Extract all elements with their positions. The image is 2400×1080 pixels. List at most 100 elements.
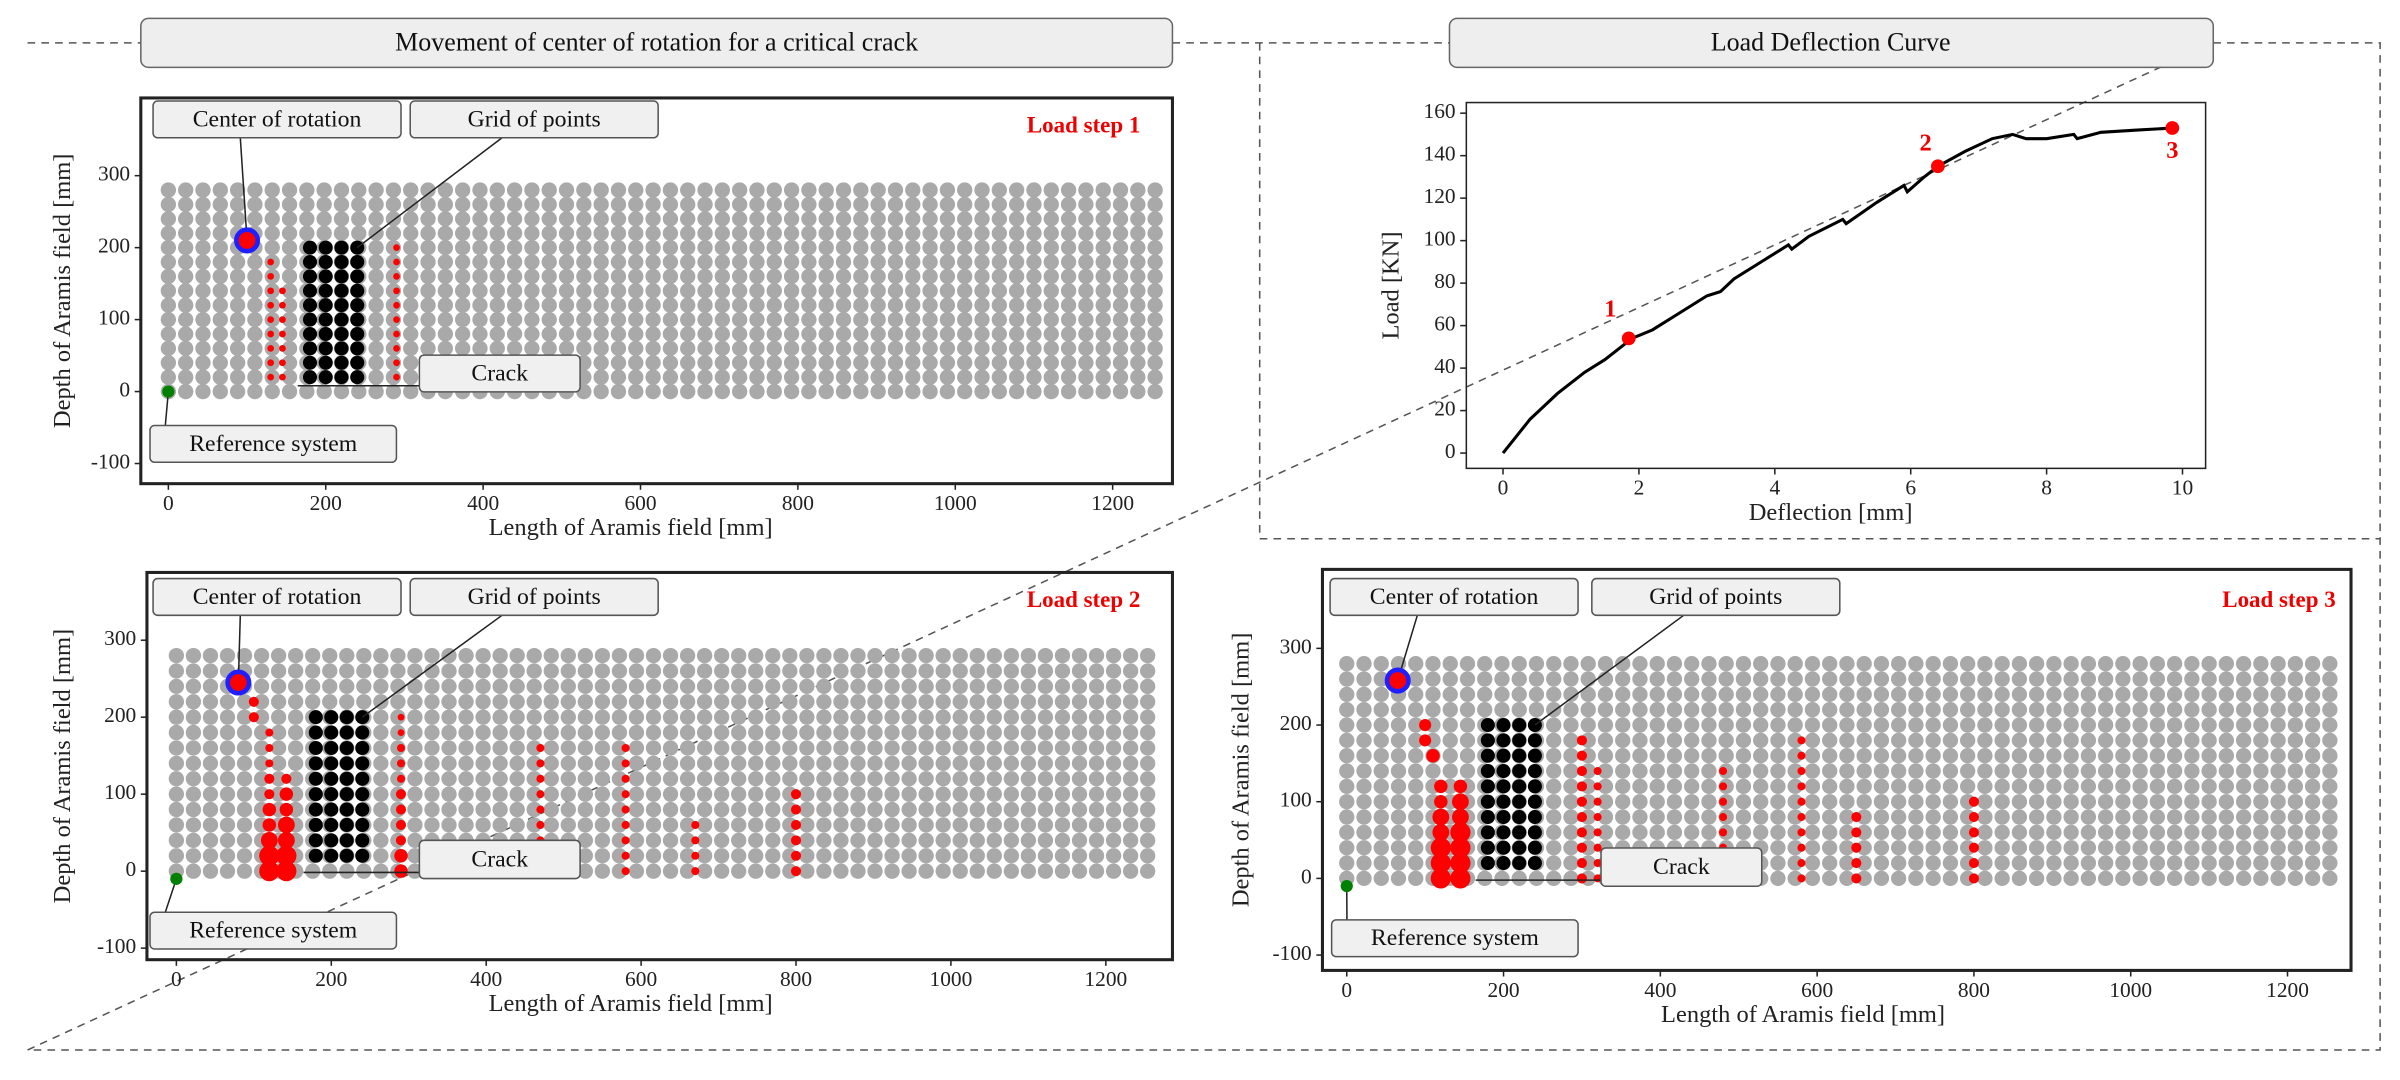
field-point	[2132, 855, 2148, 871]
y-tick-label: -100	[1272, 941, 1311, 965]
field-point	[2149, 855, 2166, 871]
crack-point	[621, 805, 630, 814]
field-point	[1054, 848, 1071, 864]
grid-point	[324, 740, 339, 756]
y-tick-label: 0	[126, 857, 137, 881]
field-point	[541, 326, 557, 342]
field-point	[2028, 702, 2045, 718]
field-point	[1701, 748, 1717, 764]
annotation-box	[1329, 577, 1579, 617]
field-point	[1373, 656, 1389, 672]
field-point	[1339, 717, 1355, 733]
field-point	[560, 678, 576, 695]
field-point	[610, 211, 627, 227]
field-point	[1580, 671, 1596, 687]
field-point	[2166, 717, 2183, 733]
field-point	[918, 786, 934, 802]
field-point	[816, 678, 832, 695]
field-point	[662, 196, 679, 213]
field-point	[1043, 182, 1059, 198]
field-point	[202, 755, 219, 772]
crack-point	[691, 820, 700, 830]
field-point	[645, 801, 662, 818]
field-point	[420, 225, 436, 241]
field-point	[2063, 870, 2079, 887]
field-point	[1442, 778, 1458, 795]
crack-point	[1452, 808, 1469, 826]
field-point	[1528, 671, 1545, 687]
field-point	[1140, 832, 1156, 849]
field-point	[212, 211, 228, 227]
y-tick-label: 200	[98, 234, 130, 258]
field-point	[420, 340, 436, 357]
field-point	[645, 283, 661, 299]
field-point	[1026, 355, 1042, 371]
field-point	[236, 724, 253, 741]
field-point	[679, 740, 696, 756]
crack-point	[267, 330, 275, 338]
field-point	[1003, 801, 1019, 818]
field-point	[2253, 794, 2269, 810]
field-point	[1856, 855, 1872, 871]
field-point	[407, 786, 423, 802]
load-step-point	[2165, 121, 2180, 135]
field-point	[1459, 656, 1476, 672]
field-point	[1003, 647, 1019, 664]
field-point	[281, 268, 298, 285]
field-point	[1684, 732, 1700, 749]
field-point	[850, 832, 866, 849]
field-point	[593, 369, 609, 385]
field-point	[420, 239, 436, 256]
field-point	[424, 709, 440, 725]
field-point	[1856, 656, 1872, 672]
crack-point	[1797, 859, 1806, 868]
field-point	[1043, 283, 1059, 299]
y-tick-label: 0	[1445, 439, 1456, 463]
field-point	[628, 863, 645, 879]
field-point	[2235, 748, 2252, 764]
field-point	[373, 848, 389, 864]
field-point	[611, 755, 628, 772]
field-point	[236, 771, 253, 787]
field-point	[901, 694, 917, 710]
field-point	[801, 340, 817, 357]
crack-point	[790, 850, 802, 861]
field-point	[1632, 656, 1648, 672]
field-point	[1787, 855, 1803, 871]
annotation-box	[152, 100, 402, 139]
center-of-rotation	[1384, 667, 1411, 694]
grid-point	[1512, 764, 1527, 779]
field-point	[212, 239, 228, 256]
field-point	[437, 225, 454, 241]
field-point	[1977, 824, 1993, 841]
field-point	[1408, 717, 1424, 733]
grid-point	[1496, 779, 1511, 794]
field-point	[1130, 297, 1146, 313]
field-point	[1856, 794, 1872, 810]
field-point	[801, 254, 817, 270]
field-point	[610, 355, 627, 371]
field-point	[2063, 748, 2079, 764]
field-point	[441, 678, 457, 695]
field-point	[922, 355, 938, 371]
field-point	[1666, 824, 1683, 841]
field-point	[1112, 355, 1129, 371]
field-point	[850, 740, 866, 756]
field-point	[1390, 748, 1407, 764]
field-point	[2132, 840, 2148, 856]
grid-point	[302, 370, 318, 385]
field-point	[229, 311, 246, 328]
field-point	[1873, 794, 1890, 810]
field-point	[680, 311, 696, 328]
field-point	[1442, 732, 1458, 749]
field-point	[458, 663, 474, 679]
field-point	[922, 326, 938, 342]
field-point	[628, 663, 645, 679]
field-point	[645, 863, 662, 879]
crack-point	[1576, 858, 1587, 869]
grid-point	[1512, 810, 1527, 825]
field-point	[1071, 740, 1088, 756]
field-point	[922, 211, 938, 227]
field-point	[799, 724, 815, 741]
field-point	[818, 340, 834, 357]
